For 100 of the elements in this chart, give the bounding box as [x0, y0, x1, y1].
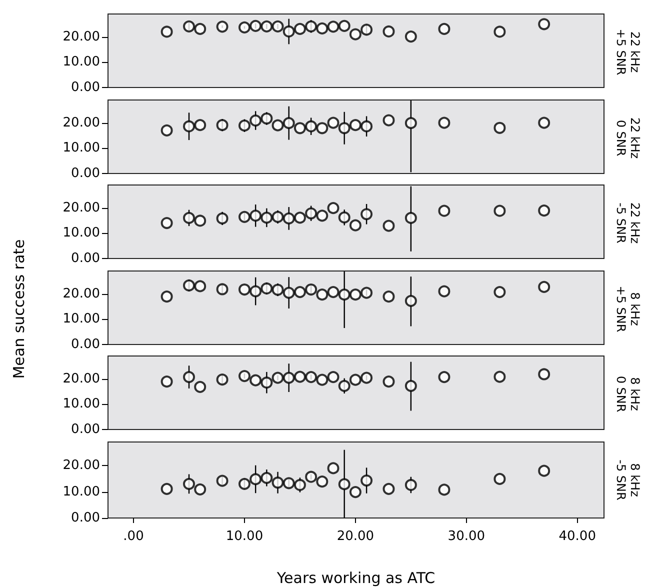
- point: [382, 25, 395, 38]
- point: [349, 118, 362, 131]
- point: [404, 294, 417, 306]
- y-tick-label: 0.00: [71, 336, 100, 352]
- x-tick-label: .00: [123, 528, 144, 544]
- point: [160, 290, 173, 302]
- y-tick-label: 10.00: [62, 311, 100, 326]
- point: [438, 204, 450, 217]
- point: [382, 482, 395, 494]
- point: [238, 119, 250, 132]
- point: [272, 210, 284, 223]
- point: [404, 380, 417, 392]
- point: [250, 374, 262, 386]
- point: [294, 22, 306, 35]
- point: [327, 116, 340, 128]
- point: [260, 282, 273, 294]
- point: [238, 477, 250, 490]
- point: [183, 371, 195, 384]
- point: [294, 212, 306, 224]
- y-tick-label: 20.00: [62, 371, 100, 386]
- point: [349, 288, 362, 300]
- point: [183, 477, 195, 490]
- y-tick-label: 0.00: [71, 80, 100, 95]
- point: [238, 370, 250, 382]
- point: [338, 380, 350, 392]
- point: [438, 371, 450, 384]
- point: [360, 474, 373, 486]
- point: [338, 122, 350, 134]
- y-tick-label: 10.00: [62, 140, 100, 156]
- y-tick-label: 10.00: [62, 54, 100, 70]
- point: [183, 212, 195, 224]
- point: [338, 478, 350, 490]
- x-tick-label: 30.00: [448, 528, 486, 544]
- point: [282, 212, 295, 224]
- point: [238, 21, 250, 34]
- y2-axis-title: 8 kHz -5 SNR: [614, 459, 642, 500]
- y-tick-label: 20.00: [62, 286, 100, 301]
- point: [494, 370, 506, 383]
- point: [260, 212, 273, 224]
- point: [538, 116, 550, 128]
- y-tick-label: 10.00: [62, 396, 100, 412]
- point: [272, 372, 284, 384]
- point: [272, 476, 284, 488]
- point: [338, 211, 350, 224]
- y2-axis-title: 22 kHz +5 SNR: [614, 28, 642, 76]
- point: [305, 20, 318, 32]
- point: [282, 25, 295, 38]
- point: [272, 118, 284, 131]
- point: [538, 280, 550, 292]
- point: [305, 371, 318, 384]
- point: [250, 284, 262, 297]
- y-tick-label: 20.00: [62, 114, 100, 130]
- point: [216, 474, 228, 486]
- point: [404, 30, 417, 43]
- point: [316, 122, 328, 134]
- point: [160, 376, 173, 388]
- point: [538, 18, 550, 30]
- point: [438, 116, 450, 128]
- point: [316, 475, 328, 488]
- point: [250, 114, 262, 126]
- y-tick-label: 20.00: [62, 458, 100, 473]
- point: [349, 374, 362, 386]
- point: [194, 482, 206, 495]
- point: [305, 120, 318, 132]
- point: [382, 376, 395, 388]
- point: [282, 476, 295, 489]
- x-tick-label: 10.00: [226, 528, 264, 544]
- point: [250, 20, 262, 32]
- point: [260, 20, 273, 32]
- point: [160, 482, 173, 494]
- y2-axis-title: 22 kHz -5 SNR: [614, 202, 642, 244]
- point: [183, 120, 195, 132]
- x-tick-label: 20.00: [336, 528, 374, 544]
- point: [260, 471, 273, 484]
- point: [494, 472, 506, 484]
- y-tick-label: 0.00: [71, 422, 100, 437]
- point: [194, 214, 206, 227]
- point: [338, 288, 350, 300]
- point: [260, 112, 273, 124]
- point: [382, 114, 395, 126]
- y-tick-label: 0.00: [71, 251, 100, 266]
- point: [238, 283, 250, 295]
- point: [538, 204, 550, 217]
- point: [216, 118, 228, 131]
- y-tick-label: 10.00: [62, 484, 100, 499]
- point: [194, 280, 206, 292]
- point: [216, 282, 228, 295]
- point: [360, 208, 373, 220]
- point: [194, 118, 206, 131]
- point: [327, 20, 340, 33]
- point: [382, 220, 395, 232]
- point: [538, 368, 550, 380]
- point: [494, 204, 506, 217]
- x-axis-title: Years working as ATC: [276, 569, 436, 587]
- point: [382, 290, 395, 302]
- point: [272, 283, 284, 296]
- point: [538, 464, 550, 476]
- y-tick-label: 20.00: [62, 200, 100, 216]
- point: [349, 219, 362, 232]
- point: [404, 478, 417, 490]
